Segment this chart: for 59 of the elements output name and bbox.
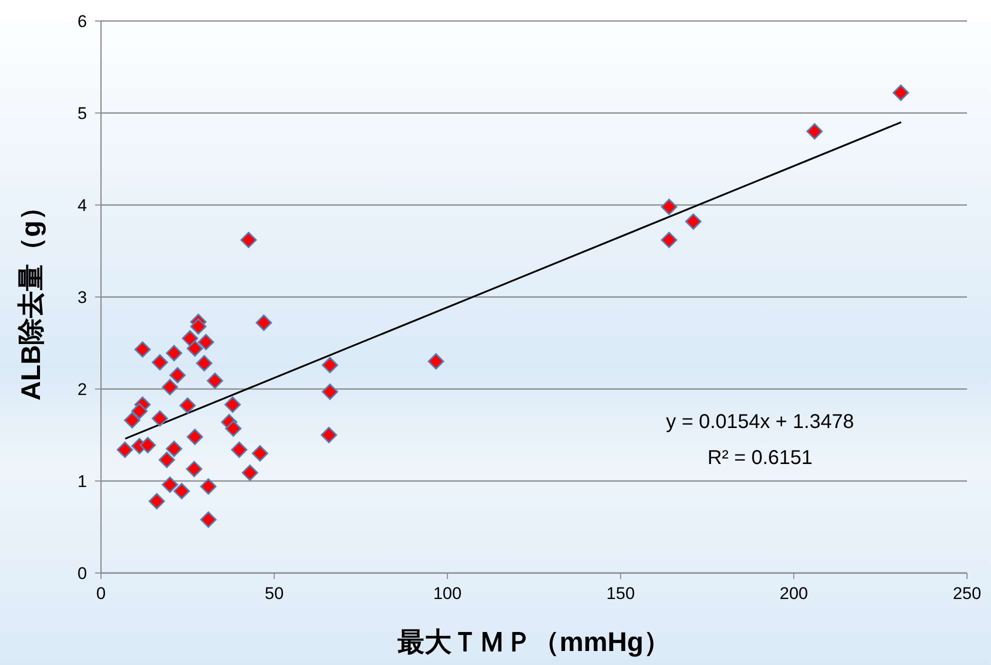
point xyxy=(660,232,678,248)
point xyxy=(200,478,217,495)
point xyxy=(131,402,148,420)
point xyxy=(806,123,823,140)
point xyxy=(186,428,204,446)
point xyxy=(179,397,196,414)
point xyxy=(174,482,190,500)
point xyxy=(240,232,257,248)
y-tick-label: 0 xyxy=(78,564,87,583)
y-tick-label: 1 xyxy=(78,472,87,491)
point xyxy=(169,367,186,384)
point xyxy=(162,378,178,396)
x-tick-label: 50 xyxy=(264,584,284,603)
x-axis-title: 最大ＴＭＰ（mmHg） xyxy=(396,627,671,657)
point xyxy=(428,353,444,370)
point xyxy=(320,426,338,444)
point xyxy=(231,442,248,458)
point xyxy=(166,440,182,457)
point xyxy=(252,445,268,462)
annotation: y = 0.0154x + 1.3478 xyxy=(666,411,854,433)
x-tick-label: 250 xyxy=(952,584,982,603)
y-tick-label: 4 xyxy=(78,196,87,215)
x-tick-label: 100 xyxy=(433,584,462,603)
point xyxy=(322,384,338,400)
point xyxy=(162,476,178,493)
point xyxy=(186,340,204,357)
point xyxy=(256,314,272,331)
point xyxy=(196,355,212,372)
x-tick-label: 0 xyxy=(96,584,106,603)
point xyxy=(186,460,202,478)
point xyxy=(225,420,242,437)
point xyxy=(134,341,151,358)
point xyxy=(198,334,214,350)
x-tick-label: 150 xyxy=(606,584,635,603)
point xyxy=(685,213,702,230)
y-axis-title: ALB除去量（g） xyxy=(16,194,46,400)
point xyxy=(242,464,258,481)
point xyxy=(892,84,910,101)
point xyxy=(166,344,182,362)
point xyxy=(152,354,168,370)
point xyxy=(322,356,338,374)
point xyxy=(206,372,224,389)
y-tick-label: 5 xyxy=(78,104,87,123)
point xyxy=(124,412,140,428)
point xyxy=(190,318,207,335)
y-tick-label: 6 xyxy=(78,12,87,31)
point xyxy=(140,436,156,454)
point xyxy=(152,410,168,427)
annotation: R² = 0.6151 xyxy=(707,447,813,469)
point xyxy=(148,493,165,510)
y-tick-label: 2 xyxy=(78,380,87,399)
point xyxy=(200,511,217,528)
point xyxy=(660,198,678,216)
x-tick-label: 200 xyxy=(780,584,808,603)
point xyxy=(116,442,134,458)
point xyxy=(224,396,241,413)
point xyxy=(182,330,198,347)
point xyxy=(158,452,175,468)
y-tick-label: 3 xyxy=(78,288,87,307)
